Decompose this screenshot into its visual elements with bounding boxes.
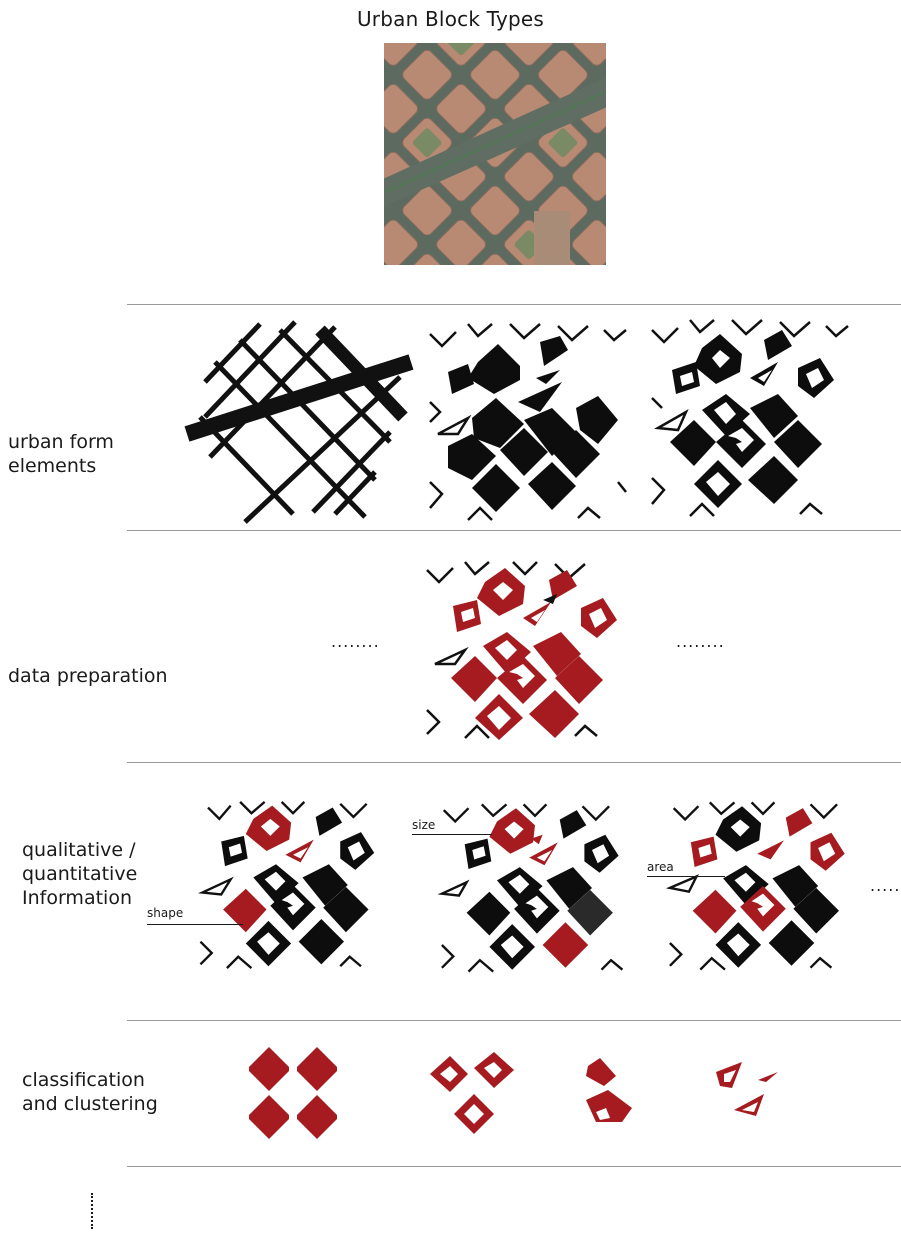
diagram-title: Urban Block Types — [356, 7, 545, 31]
callout-shape-leader — [147, 924, 243, 925]
courtyard-block-diagram — [650, 318, 850, 518]
row-label-data-preparation: data preparation — [8, 665, 168, 687]
section-divider — [127, 530, 901, 531]
section-divider — [127, 304, 901, 305]
row-label-urban-form: urban form elements — [8, 431, 114, 477]
shape-attribute-diagram — [197, 800, 388, 970]
row-label-classification: classification and clustering — [22, 1069, 158, 1115]
section-divider — [127, 1020, 901, 1021]
cluster-mixed-blocks — [582, 1056, 638, 1126]
callout-size-label: size — [412, 818, 436, 832]
ellipsis-left: ........ — [331, 632, 380, 651]
callout-area-leader — [647, 876, 725, 877]
block-mass-diagram — [428, 322, 628, 522]
area-attribute-diagram — [665, 800, 858, 972]
ellipsis-right-row3: ...... — [870, 876, 901, 895]
row-label-qualitative-information: qualitative / quantitative Information — [22, 839, 138, 909]
callout-size-leader — [412, 834, 492, 835]
callout-area-label: area — [647, 860, 674, 874]
section-divider — [127, 762, 901, 763]
data-preparation-diagram — [425, 550, 625, 750]
cluster-courtyard-blocks — [428, 1046, 524, 1138]
continuation-dots — [91, 1193, 95, 1229]
ellipsis-right: ........ — [676, 632, 725, 651]
callout-shape-label: shape — [147, 906, 184, 920]
aerial-photo — [384, 43, 606, 265]
cluster-solid-blocks — [245, 1043, 345, 1143]
street-network-diagram — [184, 320, 415, 524]
size-attribute-diagram — [437, 802, 630, 974]
cluster-triangular-blocks — [712, 1058, 784, 1122]
section-divider — [127, 1166, 901, 1167]
